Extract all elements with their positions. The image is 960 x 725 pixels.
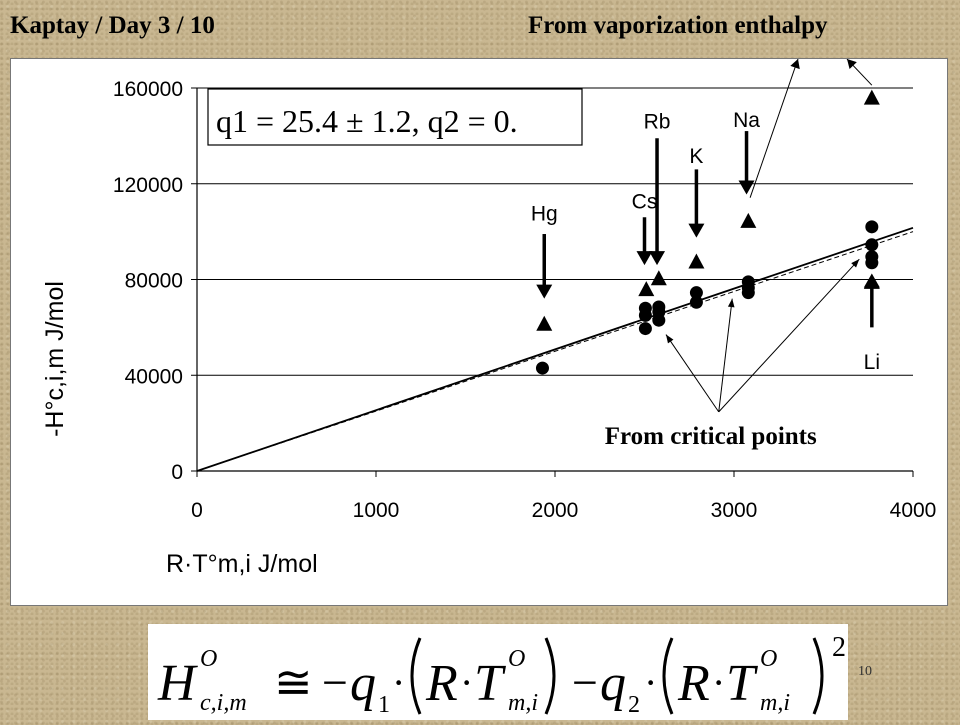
grid-lines: [197, 87, 913, 376]
x-tick-label: 0: [191, 499, 203, 522]
fit-lines: [196, 226, 914, 472]
element-labels: Hg Cs Rb K Na Li: [531, 109, 880, 374]
eq-t2-sub: m,i: [760, 690, 790, 716]
element-arrow-head: [636, 251, 653, 266]
axes: 0 40000 80000 120000 160000 0 1000 2000 3000 4000: [113, 78, 936, 522]
fit-line: [196, 231, 914, 472]
eq-q1-sub: 1: [378, 692, 390, 718]
circle-point: [865, 238, 879, 252]
triangle-point: [688, 253, 705, 269]
triangle-point: [650, 270, 667, 286]
scatter-chart: 0 40000 80000 120000 160000 0 1000 2000 3000 4000…: [41, 59, 936, 578]
eq-minus-2: −: [572, 657, 598, 708]
eq-paren-open-1: [410, 637, 422, 715]
element-label: Hg: [531, 202, 558, 225]
eq-minus-1: −: [322, 657, 348, 708]
element-label: Rb: [644, 110, 671, 133]
equation-formula: H O c,i,m ≅ − q 1 · R · T O m,i − q 2 · …: [157, 632, 846, 718]
eq-paren-open-2: [662, 637, 674, 715]
eq-dot-2: ·: [460, 660, 473, 705]
element-arrow-head: [863, 273, 880, 288]
circle-point: [741, 275, 755, 289]
circle-point: [638, 322, 652, 336]
circle-point: [689, 295, 703, 309]
callout-vaporization-arrowhead: [847, 59, 857, 69]
eq-paren-close-1: [544, 637, 556, 715]
callout-critical-arrowhead: [851, 259, 860, 268]
callout-critical-arrow: [718, 298, 733, 412]
annotation-text: q1 = 25.4 ± 1.2, q2 = 0.: [216, 103, 518, 139]
eq-paren-close-2: [812, 637, 824, 715]
circle-point: [689, 286, 703, 300]
eq-enthalpy-sub: c,i,m: [200, 690, 247, 716]
annotations: q1 = 25.4 ± 1.2, q2 = 0. From critical p…: [207, 59, 873, 450]
eq-q1: q: [350, 655, 376, 712]
eq-t-2: T: [726, 655, 758, 712]
element-label: K: [689, 145, 703, 168]
callout-critical-arrowhead: [727, 298, 735, 308]
page-number: 10: [858, 664, 872, 679]
triangle-point: [863, 89, 880, 105]
eq-dot-4: ·: [712, 660, 725, 705]
circle-point: [535, 361, 549, 375]
y-tick-label: 40000: [125, 365, 183, 388]
annotation-box: [207, 88, 583, 146]
eq-t1-sub: m,i: [508, 690, 538, 716]
callout-vaporization-arrow: [749, 59, 799, 198]
eq-q2-sub: 2: [628, 692, 640, 718]
y-tick-label: 80000: [125, 270, 183, 293]
triangle-point: [536, 315, 553, 331]
y-tick-label: 120000: [113, 174, 183, 197]
slide-title: Kaptay / Day 3 / 10: [10, 12, 215, 39]
eq-enthalpy-symbol: H: [157, 655, 198, 712]
element-arrow-head: [649, 251, 666, 266]
callout-vaporization-arrowhead: [790, 59, 800, 70]
fit-line: [196, 226, 914, 472]
eq-t2-sup: O: [760, 646, 777, 672]
x-tick-label: 4000: [890, 499, 937, 522]
chart-panel: 0 40000 80000 120000 160000 0 1000 2000 3000 4000…: [10, 58, 948, 606]
triangle-point: [638, 281, 655, 297]
x-axis-label-text: R·T°m,i J/mol: [166, 550, 318, 578]
element-arrow-head: [688, 223, 705, 238]
element-label: Li: [864, 351, 880, 374]
eq-dot-1: ·: [392, 660, 405, 705]
x-axis-label: R·T°m,i J/mol: [166, 550, 318, 578]
circle-point: [652, 300, 666, 314]
element-arrow-head: [738, 180, 755, 195]
callout-vaporization-label: From vaporization enthalpy: [528, 12, 828, 39]
data-points: [535, 89, 880, 375]
equation-box: H O c,i,m ≅ − q 1 · R · T O m,i − q 2 · …: [148, 624, 848, 720]
x-tick-label: 2000: [532, 499, 579, 522]
callout-critical-arrowhead: [665, 334, 674, 344]
eq-approx-sign: ≅: [274, 657, 313, 708]
eq-t-1: T: [474, 655, 506, 712]
y-tick-label: 0: [171, 461, 183, 484]
eq-r-1: R: [425, 655, 458, 712]
y-tick-label: 160000: [113, 78, 183, 101]
x-tick-label: 1000: [353, 499, 400, 522]
eq-t1-sup: O: [508, 646, 525, 672]
circle-point: [865, 250, 879, 264]
eq-dot-3: ·: [644, 660, 657, 705]
callout-critical-arrow: [665, 334, 720, 413]
eq-enthalpy-sup: O: [200, 646, 217, 672]
element-label: Na: [733, 109, 760, 132]
element-arrow-head: [536, 284, 553, 299]
callout-critical-arrow: [718, 258, 860, 413]
circle-point: [638, 301, 652, 315]
eq-r-2: R: [677, 655, 710, 712]
eq-square-exponent: 2: [832, 632, 846, 663]
element-label: Cs: [632, 191, 658, 214]
callout-critical-label: From critical points: [605, 423, 817, 450]
y-axis-label: -H°c,i,m J/mol: [41, 281, 69, 437]
x-tick-label: 3000: [711, 499, 758, 522]
circle-point: [865, 220, 879, 234]
triangle-point: [740, 212, 757, 228]
eq-q2: q: [600, 655, 626, 712]
